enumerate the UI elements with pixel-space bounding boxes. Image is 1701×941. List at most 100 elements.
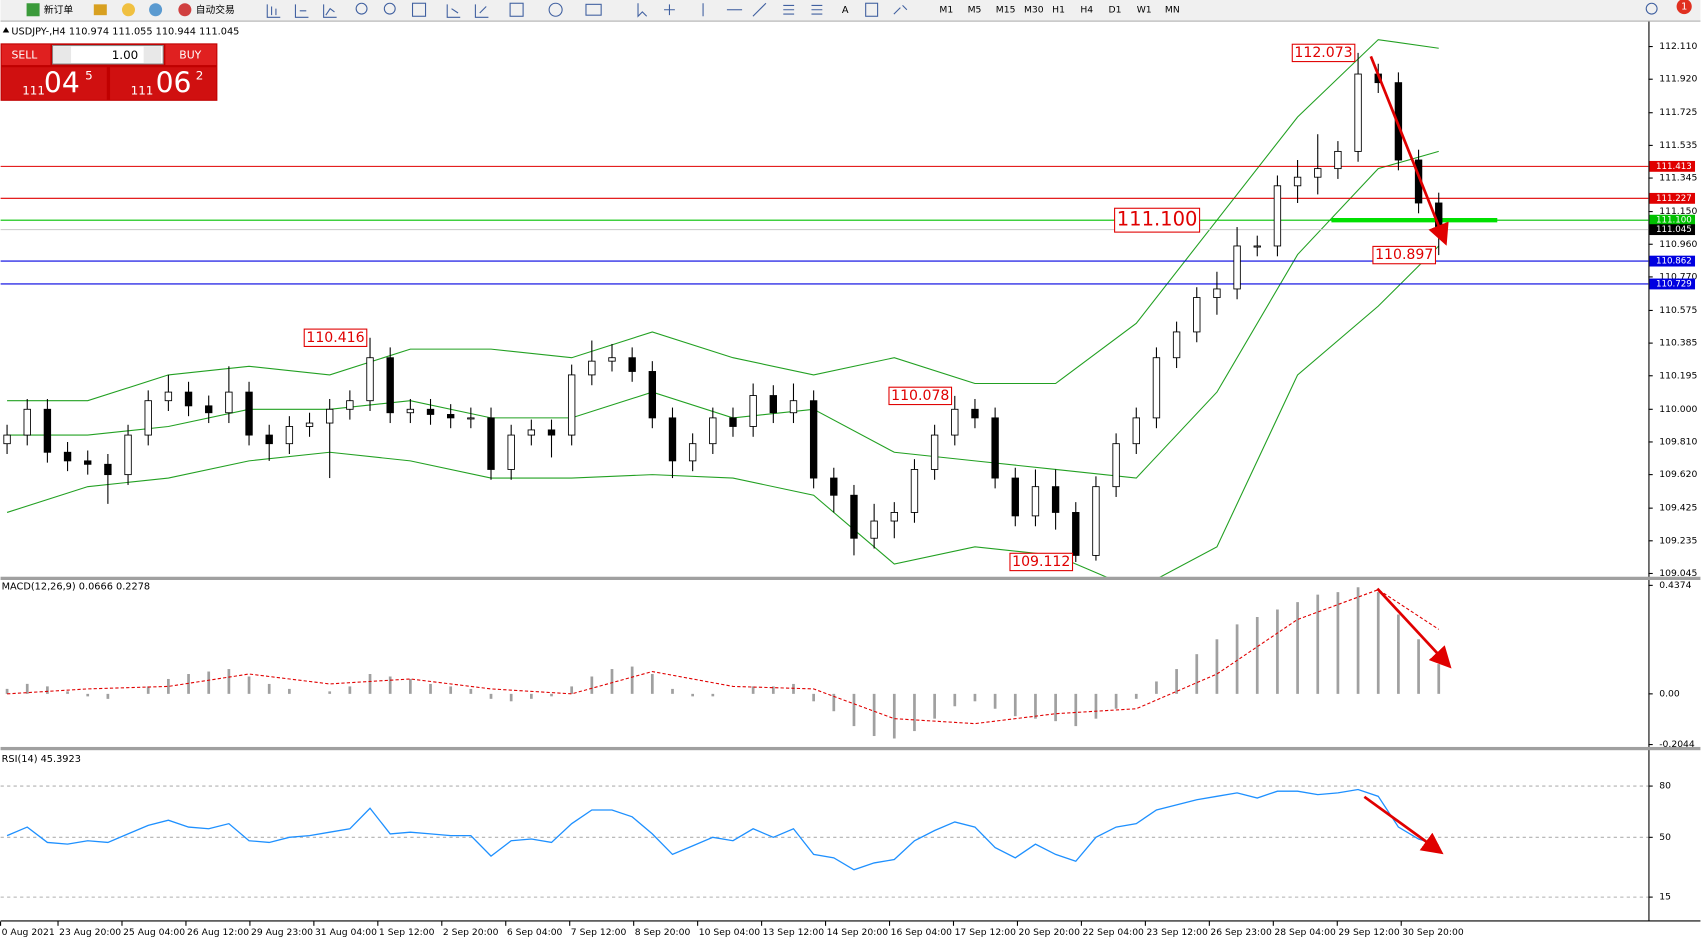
price-level-label: 110.862	[1656, 257, 1692, 267]
candle-body	[43, 408, 52, 453]
x-tick-label: 28 Sep 04:00	[1274, 927, 1336, 938]
y-tick-label: 111.920	[1659, 74, 1697, 85]
panel-separator	[0, 576, 1701, 580]
timeframe-button[interactable]: M30	[1024, 4, 1044, 15]
timeframe-button[interactable]: H1	[1052, 4, 1065, 15]
auto-trading-icon[interactable]	[178, 3, 192, 17]
price-level-label: 111.413	[1656, 162, 1692, 172]
candle-body	[144, 400, 152, 436]
auto-trading-button[interactable]: 自动交易	[196, 3, 235, 16]
price-level-tag	[1649, 255, 1696, 267]
candle-body	[1253, 245, 1261, 248]
toolbar-tools[interactable]	[266, 2, 823, 18]
bid-fraction: 5	[85, 68, 93, 82]
candle-body	[1132, 417, 1140, 445]
x-tick-label: 10 Sep 04:00	[699, 927, 761, 938]
candle-body	[406, 408, 415, 414]
candle-body	[971, 408, 979, 419]
y-tick-label: 109.425	[1659, 503, 1697, 514]
y-tick-label: 50	[1659, 832, 1671, 843]
toolbar-icon[interactable]	[149, 3, 163, 17]
arrow-tool[interactable]	[893, 5, 908, 15]
candle-body	[184, 391, 193, 407]
lot-up[interactable]	[143, 46, 162, 63]
x-tick-label: 22 Sep 04:00	[1082, 927, 1144, 938]
candle-body	[608, 357, 616, 362]
ask-price-button[interactable]	[110, 67, 217, 100]
y-tick-label: 109.045	[1659, 568, 1697, 579]
candle-body	[1051, 486, 1060, 513]
timeframe-button[interactable]: M15	[996, 4, 1016, 15]
new-order-icon[interactable]	[26, 3, 40, 17]
timeframe-button[interactable]: M1	[939, 4, 953, 15]
lot-input[interactable]	[52, 44, 164, 65]
panel-separator	[0, 746, 1701, 751]
annotation-box	[1114, 207, 1201, 233]
candle-body	[1031, 486, 1040, 517]
annotation-box	[303, 328, 368, 347]
candle-body	[1172, 331, 1181, 359]
candle-body	[245, 391, 253, 436]
candle-body	[326, 408, 334, 424]
bid-big-figure: 111	[22, 84, 45, 98]
x-tick-label: 16 Sep 04:00	[891, 927, 953, 938]
macd-signal	[7, 589, 1440, 725]
candle-body	[930, 434, 939, 470]
text-tool[interactable]: A	[842, 5, 849, 16]
candle-body	[1213, 288, 1221, 298]
candle-body	[1293, 176, 1302, 187]
ask-big-figure: 111	[131, 84, 154, 98]
candle-body	[1314, 168, 1322, 178]
candle-body	[1273, 185, 1282, 247]
main-header: USDJPY-,H4 110.974 111.055 110.944 111.0…	[11, 26, 239, 37]
timeframe-button[interactable]: M5	[968, 4, 982, 15]
candle-body	[991, 417, 999, 479]
y-tick-label: -0.2044	[1659, 739, 1695, 750]
candle-body	[487, 417, 495, 470]
new-order-button[interactable]: 新订单	[44, 3, 73, 16]
candle-body	[668, 417, 677, 462]
candle-body	[910, 469, 919, 513]
timeframe-button[interactable]: MN	[1165, 4, 1180, 15]
toolbar-icon[interactable]	[93, 4, 107, 16]
price-annotation: 111.100	[1117, 208, 1198, 231]
timeframe-button[interactable]: H4	[1080, 4, 1093, 15]
label-tool[interactable]	[865, 2, 879, 17]
candle-body	[527, 429, 536, 436]
candle-body	[1112, 443, 1120, 488]
sell-button[interactable]	[1, 44, 51, 66]
bollinger-lower	[6, 245, 1440, 577]
notification-badge[interactable]	[1676, 0, 1692, 15]
candle-body	[1334, 150, 1342, 170]
toolbar	[0, 0, 1701, 21]
timeframe-button[interactable]: D1	[1109, 4, 1122, 15]
candle-body	[446, 414, 455, 419]
candle-body	[870, 520, 878, 539]
candle-body	[507, 434, 515, 470]
candle-body	[749, 395, 757, 427]
toolbar-icon[interactable]	[121, 3, 135, 17]
x-tick-label: 6 Sep 04:00	[507, 927, 563, 938]
x-tick-label: 29 Aug 23:00	[251, 927, 313, 938]
candle-body	[1092, 486, 1100, 556]
price-annotation: 109.112	[1012, 554, 1070, 570]
price-level-label: 110.729	[1656, 279, 1692, 289]
candle-body	[789, 400, 798, 414]
notification-count: 1	[1681, 2, 1687, 13]
annotation-box	[1291, 43, 1356, 63]
y-tick-label: 110.960	[1659, 239, 1697, 250]
trend-arrow	[1369, 55, 1449, 246]
candle-body	[1152, 357, 1161, 419]
search-icon[interactable]	[1645, 2, 1658, 15]
bid-price-button[interactable]	[1, 67, 107, 100]
buy-button[interactable]	[165, 44, 217, 66]
macd-header: MACD(12,26,9) 0.0666 0.2278	[2, 581, 150, 592]
x-tick-label: 23 Sep 12:00	[1146, 927, 1208, 938]
price-annotation: 112.073	[1294, 45, 1352, 61]
lot-down[interactable]	[53, 46, 72, 63]
candle-body	[547, 429, 556, 436]
price-level-label: 111.045	[1656, 225, 1692, 235]
timeframe-button[interactable]: W1	[1137, 4, 1152, 15]
x-tick-label: 25 Aug 04:00	[123, 927, 185, 938]
